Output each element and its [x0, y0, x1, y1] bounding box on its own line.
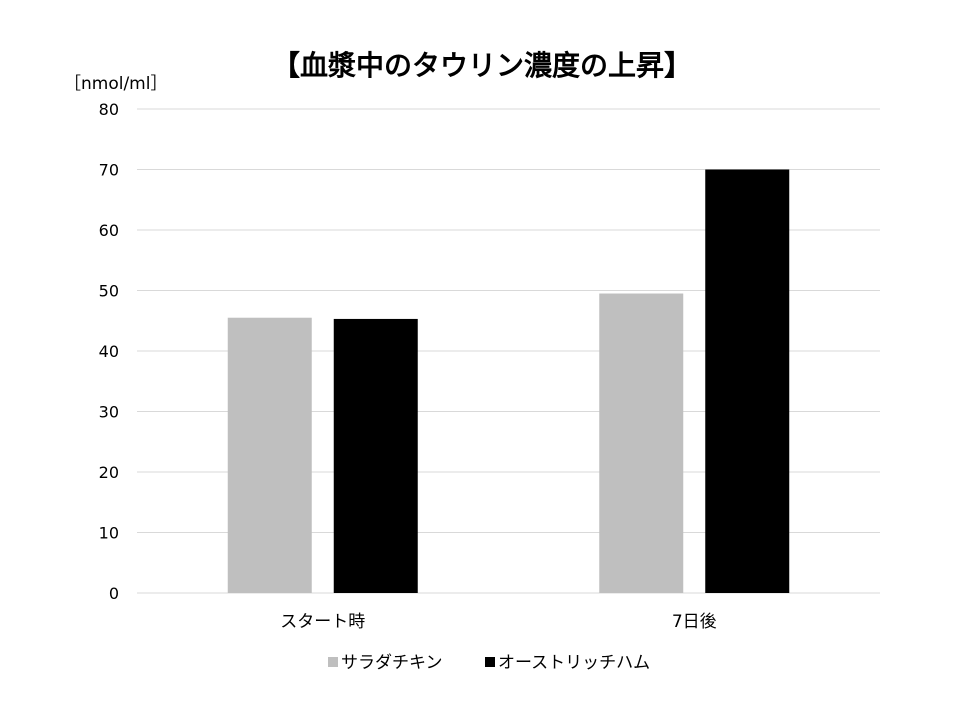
legend-swatch	[328, 657, 338, 667]
y-axis-unit-label: ［nmol/ml］	[64, 74, 167, 94]
bar	[333, 318, 418, 593]
legend-swatch	[485, 657, 495, 667]
x-category-label: 7日後	[672, 612, 717, 632]
bar	[227, 317, 312, 593]
y-tick-label: 10	[99, 524, 119, 543]
y-tick-label: 60	[99, 221, 119, 240]
y-tick-label: 70	[99, 161, 119, 180]
bar	[705, 169, 790, 593]
y-tick-label: 0	[109, 584, 119, 603]
x-category-label: スタート時	[280, 612, 365, 632]
legend-label: サラダチキン	[341, 653, 443, 673]
x-axis-categories: スタート時 7日後	[280, 612, 716, 632]
y-tick-label: 30	[99, 403, 119, 422]
bar	[599, 293, 684, 593]
chart-title: 【血漿中のタウリン濃度の上昇】	[272, 49, 692, 82]
legend: サラダチキン オーストリッチハム	[328, 653, 650, 673]
bars	[227, 169, 790, 593]
y-tick-label: 40	[99, 342, 119, 361]
y-tick-label: 20	[99, 463, 119, 482]
y-axis-ticks: 0 10 20 30 40 50 60 70 80	[99, 100, 119, 603]
y-tick-label: 50	[99, 282, 119, 301]
legend-label: オーストリッチハム	[498, 653, 650, 673]
y-tick-label: 80	[99, 100, 119, 119]
